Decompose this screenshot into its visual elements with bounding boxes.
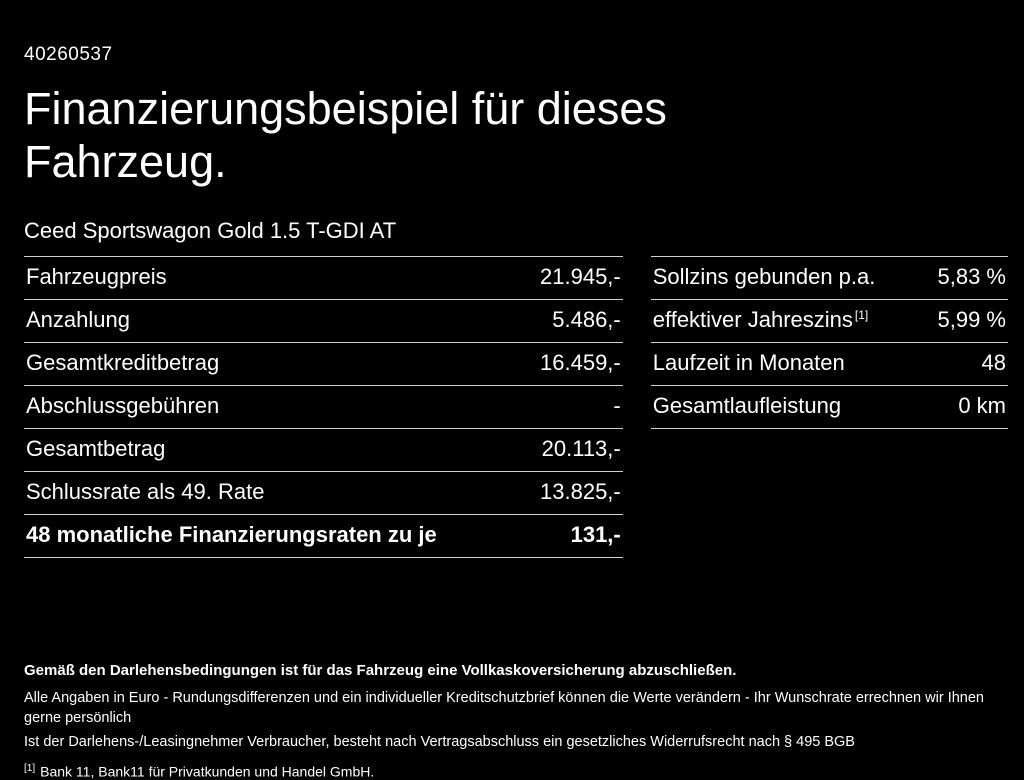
euro-disclaimer: Alle Angaben in Euro - Rundungsdifferenz… bbox=[24, 690, 984, 726]
row-value: 20.113,- bbox=[541, 436, 621, 462]
table-row: Gesamtbetrag 20.113,- bbox=[24, 428, 623, 471]
row-label: Abschlussgebühren bbox=[26, 393, 220, 419]
table-row-monthly-rate: 48 monatliche Finanzierungsraten zu je 1… bbox=[24, 514, 623, 559]
table-row: Sollzins gebunden p.a. 5,83 % bbox=[650, 256, 1008, 299]
row-label: Gesamtlaufleistung bbox=[652, 393, 842, 419]
row-label: Fahrzeugpreis bbox=[26, 264, 167, 290]
row-value: 131,- bbox=[570, 522, 621, 548]
row-label: Gesamtbetrag bbox=[26, 436, 166, 462]
page-title: Finanzierungsbeispiel für dieses Fahrzeu… bbox=[24, 83, 667, 188]
row-label: 48 monatliche Finanzierungsraten zu je bbox=[26, 522, 437, 548]
row-value: 5.486,- bbox=[552, 307, 621, 333]
vehicle-model: Ceed Sportswagon Gold 1.5 T-GDI AT bbox=[24, 218, 397, 244]
table-row: Schlussrate als 49. Rate 13.825,- bbox=[24, 471, 623, 514]
row-label: Schlussrate als 49. Rate bbox=[26, 479, 265, 505]
row-value: 16.459,- bbox=[540, 350, 621, 376]
row-label: Laufzeit in Monaten bbox=[652, 350, 845, 376]
table-row: Fahrzeugpreis 21.945,- bbox=[24, 256, 623, 299]
table-row: Abschlussgebühren - bbox=[24, 385, 623, 428]
row-label: effektiver Jahreszins [1] bbox=[652, 307, 869, 333]
row-value: 21.945,- bbox=[540, 264, 621, 290]
table-row: Laufzeit in Monaten 48 bbox=[650, 342, 1008, 385]
row-value: 13.825,- bbox=[540, 479, 621, 505]
footnote-text: Bank 11, Bank11 für Privatkunden und Han… bbox=[40, 763, 375, 780]
row-value: 48 bbox=[981, 350, 1006, 376]
row-value: 5,99 % bbox=[937, 307, 1007, 333]
finance-table-right: Sollzins gebunden p.a. 5,83 % effektiver… bbox=[650, 256, 1008, 430]
footnote-marker: [1] bbox=[24, 762, 36, 774]
row-label: Gesamtkreditbetrag bbox=[26, 350, 220, 376]
row-value: - bbox=[613, 393, 621, 419]
row-value: 0 km bbox=[958, 393, 1006, 419]
finance-table-left: Fahrzeugpreis 21.945,- Anzahlung 5.486,-… bbox=[24, 256, 623, 559]
finance-tables: Fahrzeugpreis 21.945,- Anzahlung 5.486,-… bbox=[24, 256, 1008, 559]
row-label: Sollzins gebunden p.a. bbox=[652, 264, 876, 290]
table-row: effektiver Jahreszins [1] 5,99 % bbox=[650, 299, 1008, 342]
table-row: Gesamtkreditbetrag 16.459,- bbox=[24, 342, 623, 385]
withdrawal-disclaimer: Ist der Darlehens-/Leasingnehmer Verbrau… bbox=[24, 734, 855, 751]
vehicle-id: 40260537 bbox=[24, 44, 113, 65]
bank-footnote: [1] Bank 11, Bank11 für Privatkunden und … bbox=[24, 763, 1008, 780]
table-row: Gesamtlaufleistung 0 km bbox=[650, 385, 1008, 430]
row-label: Anzahlung bbox=[26, 307, 130, 333]
footnote-ref: [1] bbox=[854, 307, 869, 322]
row-value: 5,83 % bbox=[937, 264, 1007, 290]
table-row: Anzahlung 5.486,- bbox=[24, 299, 623, 342]
legal-footer: Gemäß den Darlehensbedingungen ist für d… bbox=[24, 662, 1008, 779]
insurance-disclaimer: Gemäß den Darlehensbedingungen ist für d… bbox=[24, 662, 737, 680]
